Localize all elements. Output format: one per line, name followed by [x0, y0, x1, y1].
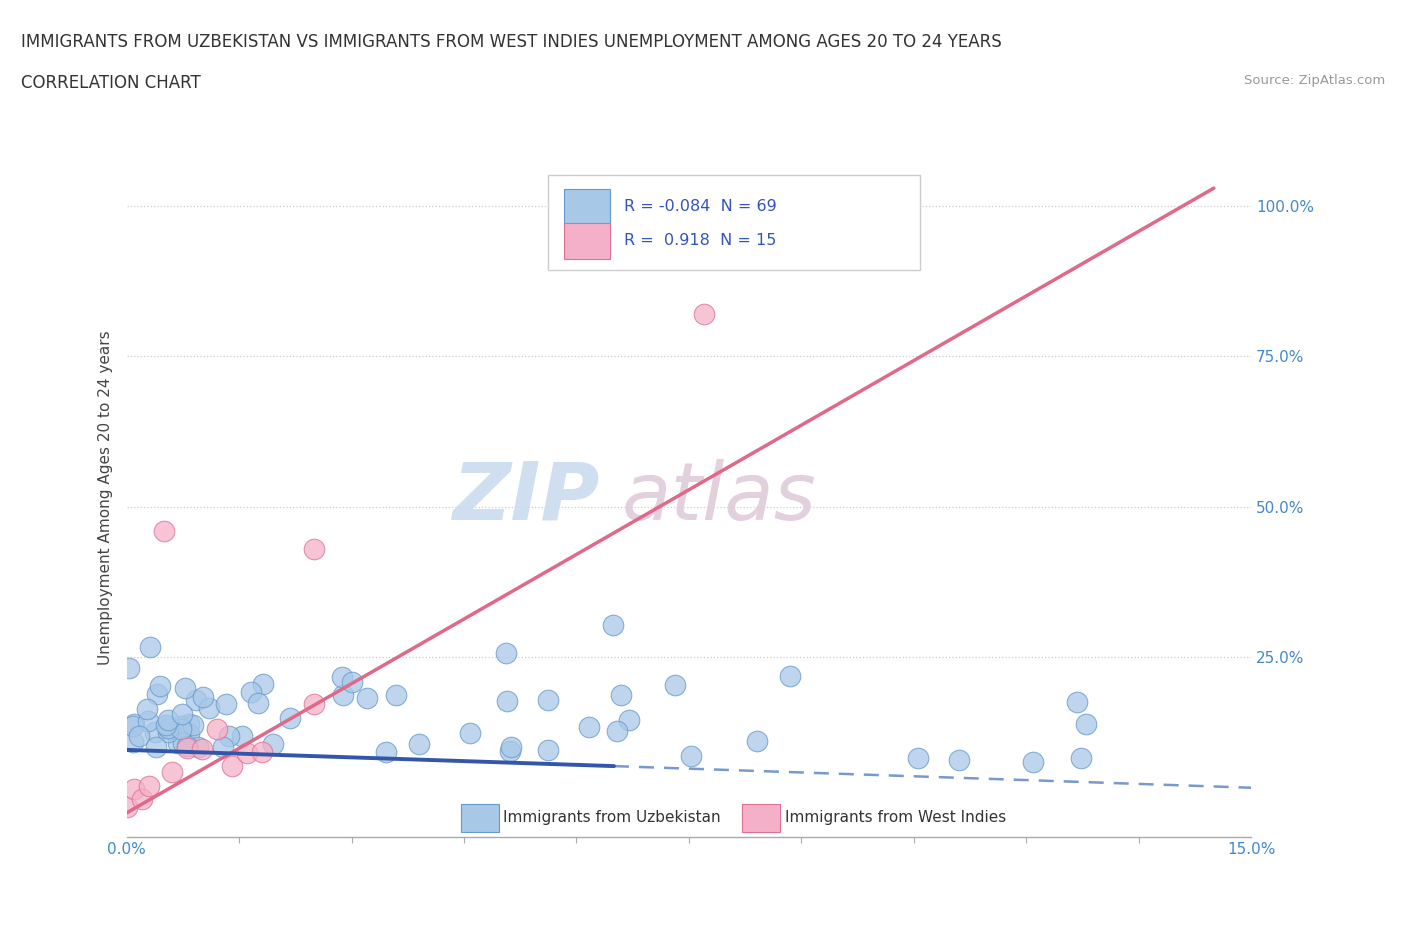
Point	[167, 736, 190, 751]
Point	[495, 646, 517, 661]
Point	[385, 688, 408, 703]
Point	[191, 690, 214, 705]
Point	[907, 751, 929, 765]
FancyBboxPatch shape	[564, 222, 610, 259]
Point	[190, 741, 212, 756]
Point	[157, 724, 180, 739]
Point	[221, 758, 243, 773]
Point	[247, 696, 270, 711]
Point	[664, 677, 686, 692]
Point	[1066, 695, 1088, 710]
Point	[177, 727, 200, 742]
Point	[205, 722, 228, 737]
Point	[332, 687, 354, 702]
Point	[157, 712, 180, 727]
Point	[146, 686, 169, 701]
Point	[138, 778, 160, 793]
FancyBboxPatch shape	[564, 189, 610, 225]
FancyBboxPatch shape	[548, 175, 920, 270]
Point	[179, 717, 201, 732]
Text: atlas: atlas	[621, 458, 817, 537]
Point	[176, 738, 198, 753]
Point	[619, 712, 641, 727]
Point	[302, 697, 325, 711]
Point	[537, 692, 560, 707]
Point	[136, 701, 159, 716]
Point	[145, 740, 167, 755]
Point	[170, 719, 193, 734]
Point	[170, 707, 193, 722]
Point	[536, 743, 558, 758]
Point	[408, 737, 430, 752]
Point	[143, 725, 166, 740]
Point	[218, 729, 240, 744]
Text: ZIP: ZIP	[451, 458, 599, 537]
Point	[606, 724, 628, 738]
FancyBboxPatch shape	[461, 804, 499, 832]
Point	[136, 713, 159, 728]
Point	[1022, 754, 1045, 769]
Point	[235, 745, 257, 760]
Point	[681, 748, 703, 763]
Point	[121, 718, 143, 733]
Point	[496, 694, 519, 709]
Point	[128, 728, 150, 743]
Point	[153, 524, 176, 538]
Point	[602, 618, 624, 632]
Text: IMMIGRANTS FROM UZBEKISTAN VS IMMIGRANTS FROM WEST INDIES UNEMPLOYMENT AMONG AGE: IMMIGRANTS FROM UZBEKISTAN VS IMMIGRANTS…	[21, 33, 1002, 50]
Point	[240, 685, 263, 700]
Point	[174, 681, 197, 696]
Point	[156, 721, 179, 736]
Point	[1074, 717, 1097, 732]
FancyBboxPatch shape	[742, 804, 780, 832]
Point	[747, 734, 769, 749]
Point	[212, 739, 235, 754]
Point	[250, 745, 273, 760]
Text: Immigrants from Uzbekistan: Immigrants from Uzbekistan	[503, 810, 721, 826]
Point	[693, 307, 716, 322]
Point	[122, 781, 145, 796]
Point	[139, 639, 162, 654]
Point	[499, 743, 522, 758]
Y-axis label: Unemployment Among Ages 20 to 24 years: Unemployment Among Ages 20 to 24 years	[98, 330, 114, 665]
Text: Immigrants from West Indies: Immigrants from West Indies	[785, 810, 1005, 826]
Point	[122, 735, 145, 750]
Point	[115, 800, 138, 815]
Point	[330, 670, 353, 684]
Point	[501, 739, 523, 754]
Point	[375, 744, 398, 759]
Point	[172, 735, 194, 750]
Text: Source: ZipAtlas.com: Source: ZipAtlas.com	[1244, 74, 1385, 87]
Text: CORRELATION CHART: CORRELATION CHART	[21, 74, 201, 92]
Point	[160, 764, 183, 779]
Point	[458, 725, 481, 740]
Point	[278, 711, 301, 725]
Point	[578, 720, 600, 735]
Point	[948, 752, 970, 767]
Point	[176, 741, 198, 756]
Point	[118, 661, 141, 676]
Point	[170, 721, 193, 736]
Point	[181, 718, 204, 733]
Text: R = -0.084  N = 69: R = -0.084 N = 69	[624, 199, 776, 215]
Point	[356, 691, 378, 706]
Point	[198, 701, 221, 716]
Point	[155, 718, 177, 733]
Point	[187, 739, 209, 754]
Point	[215, 697, 238, 711]
Point	[302, 541, 325, 556]
Point	[122, 717, 145, 732]
Point	[340, 675, 363, 690]
Point	[149, 678, 172, 693]
Point	[262, 737, 284, 751]
Point	[131, 791, 153, 806]
Point	[159, 721, 181, 736]
Point	[252, 676, 274, 691]
Point	[779, 669, 801, 684]
Point	[1070, 751, 1092, 765]
Text: R =  0.918  N = 15: R = 0.918 N = 15	[624, 233, 776, 248]
Point	[610, 688, 633, 703]
Point	[184, 692, 207, 707]
Point	[231, 729, 253, 744]
